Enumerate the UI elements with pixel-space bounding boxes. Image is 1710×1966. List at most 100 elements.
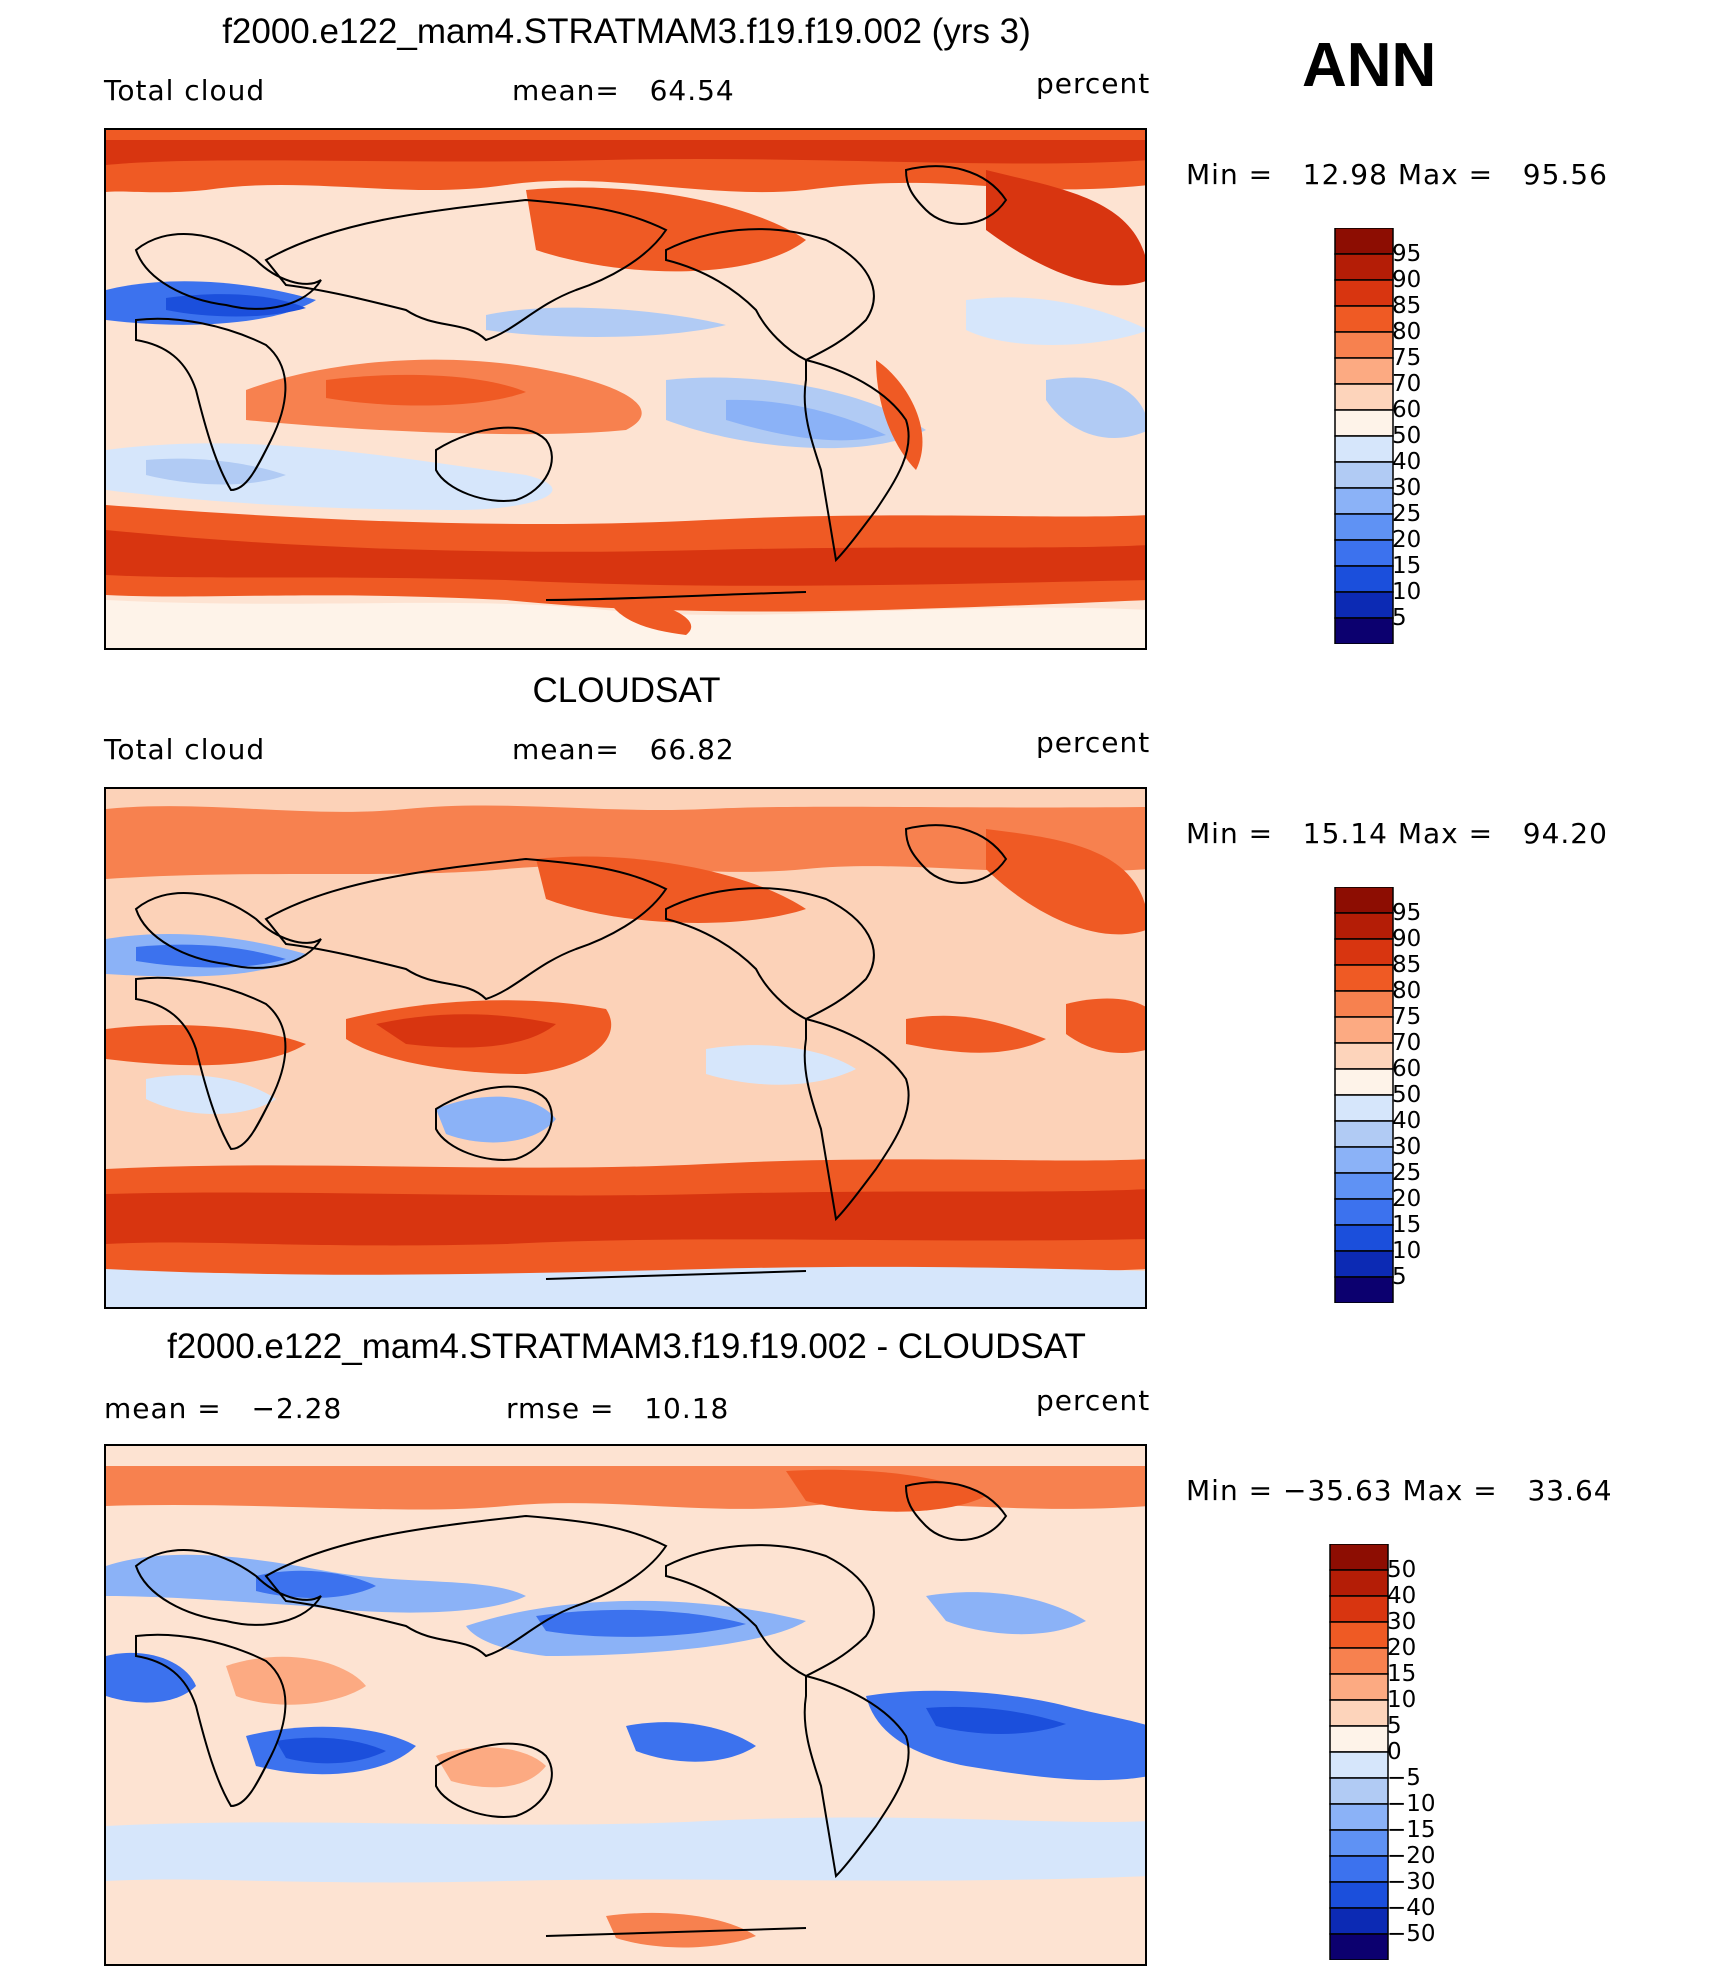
- colorbar-swatch: [1329, 1855, 1389, 1883]
- colorbar-swatch: [1334, 964, 1394, 992]
- colorbar-swatch: [1334, 912, 1394, 940]
- colorbar-tick-label: 5: [1387, 1713, 1402, 1739]
- panel-title: f2000.e122_mam4.STRATMAM3.f19.f19.002 (y…: [222, 12, 1031, 51]
- min-value: 15.14: [1302, 817, 1388, 850]
- season-label: ANN: [1302, 31, 1437, 100]
- panel-title: f2000.e122_mam4.STRATMAM3.f19.f19.002 - …: [167, 1327, 1086, 1366]
- mean-value: −2.28: [251, 1392, 343, 1425]
- colorbar-tick-label: 95: [1392, 241, 1422, 267]
- max-value: 95.56: [1522, 158, 1608, 191]
- colorbar-swatch: [1334, 990, 1394, 1018]
- colorbar-swatch: [1334, 1172, 1394, 1200]
- colorbar-swatch: [1334, 357, 1394, 385]
- colorbar-tick-label: 10: [1392, 579, 1422, 605]
- colorbar-tick-label: 85: [1392, 952, 1422, 978]
- contour-map: [104, 128, 1147, 650]
- colorbar-swatch: [1334, 1016, 1394, 1044]
- colorbar-swatch: [1329, 1829, 1389, 1857]
- map-canvas: [106, 789, 1145, 1307]
- colorbar-tick-label: 40: [1387, 1583, 1417, 1609]
- rmse-value: 10.18: [644, 1392, 730, 1425]
- colorbar-tick-label: 95: [1392, 900, 1422, 926]
- mean-value: 64.54: [649, 74, 735, 107]
- min-value: −35.63: [1282, 1474, 1393, 1507]
- contour-map: [104, 1444, 1147, 1966]
- colorbar-swatch: [1329, 1725, 1389, 1753]
- colorbar-tick-label: −5: [1387, 1765, 1421, 1791]
- colorbar-swatch: [1329, 1595, 1389, 1623]
- colorbar-swatch: [1334, 331, 1394, 359]
- colorbar-swatch: [1329, 1569, 1389, 1597]
- colorbar: [1329, 1544, 1389, 1960]
- colorbar-swatch: [1334, 487, 1394, 515]
- colorbar-swatch: [1329, 1621, 1389, 1649]
- colorbar-swatch: [1334, 383, 1394, 411]
- colorbar-tick-label: 20: [1392, 527, 1422, 553]
- colorbar-tick-label: 15: [1392, 553, 1422, 579]
- colorbar-tick-label: 20: [1387, 1635, 1417, 1661]
- colorbar-tick-label: 90: [1392, 267, 1422, 293]
- map-canvas: [106, 1446, 1145, 1964]
- units-label: percent: [1036, 726, 1151, 759]
- colorbar-tick-label: 75: [1392, 1004, 1422, 1030]
- colorbar-swatch: [1334, 1068, 1394, 1096]
- colorbar-tick-label: 20: [1392, 1186, 1422, 1212]
- colorbar-tick-label: 85: [1392, 293, 1422, 319]
- colorbar-tick-label: 60: [1392, 1056, 1422, 1082]
- min-label: Min = −35.63 Max = 33.64: [1186, 1474, 1613, 1507]
- colorbar-tick-label: −30: [1387, 1869, 1436, 1895]
- colorbar-tick-label: 30: [1392, 475, 1422, 501]
- colorbar-swatch: [1334, 1276, 1394, 1303]
- colorbar-swatch: [1334, 461, 1394, 489]
- colorbar-swatch: [1334, 513, 1394, 541]
- mean-label: mean= 66.82: [512, 733, 735, 766]
- contour-map: [104, 787, 1147, 1309]
- max-value: 94.20: [1522, 817, 1608, 850]
- colorbar-swatch: [1334, 1224, 1394, 1252]
- colorbar-tick-label: 30: [1392, 1134, 1422, 1160]
- colorbar-swatch: [1334, 253, 1394, 281]
- mean-value: 66.82: [649, 733, 735, 766]
- colorbar-swatch: [1329, 1751, 1389, 1779]
- variable-label: Total cloud: [104, 733, 266, 766]
- colorbar: [1334, 228, 1394, 644]
- colorbar-tick-label: 25: [1392, 1160, 1422, 1186]
- max-label: Max =: [1397, 817, 1494, 850]
- colorbar-tick-label: −50: [1387, 1921, 1436, 1947]
- min-label: Min = 12.98 Max = 95.56: [1186, 158, 1608, 191]
- colorbar-tick-label: 70: [1392, 1030, 1422, 1056]
- colorbar-swatch: [1334, 1250, 1394, 1278]
- colorbar-tick-label: 70: [1392, 371, 1422, 397]
- units-label: percent: [1036, 1384, 1151, 1417]
- colorbar-tick-label: 10: [1387, 1687, 1417, 1713]
- colorbar-swatch: [1334, 887, 1394, 914]
- min-label: Min = 15.14 Max = 94.20: [1186, 817, 1608, 850]
- colorbar-tick-label: 15: [1387, 1661, 1417, 1687]
- colorbar-swatch: [1334, 1042, 1394, 1070]
- colorbar-swatch: [1334, 1120, 1394, 1148]
- colorbar-swatch: [1334, 279, 1394, 307]
- colorbar-swatch: [1329, 1933, 1389, 1960]
- colorbar-tick-label: 25: [1392, 501, 1422, 527]
- mean-label: mean = −2.28: [104, 1392, 343, 1425]
- colorbar-swatch: [1329, 1699, 1389, 1727]
- colorbar-swatch: [1329, 1777, 1389, 1805]
- colorbar-tick-label: −20: [1387, 1843, 1436, 1869]
- max-label: Max =: [1397, 158, 1494, 191]
- mean-label: mean= 64.54: [512, 74, 735, 107]
- colorbar-swatch: [1334, 409, 1394, 437]
- colorbar-swatch: [1334, 1094, 1394, 1122]
- colorbar-swatch: [1329, 1907, 1389, 1935]
- colorbar-tick-label: 80: [1392, 319, 1422, 345]
- max-value: 33.64: [1527, 1474, 1613, 1507]
- colorbar-tick-label: 60: [1392, 397, 1422, 423]
- min-value: 12.98: [1302, 158, 1388, 191]
- colorbar-swatch: [1329, 1647, 1389, 1675]
- colorbar-tick-label: 0: [1387, 1739, 1402, 1765]
- colorbar-swatch: [1334, 539, 1394, 567]
- colorbar-tick-label: 15: [1392, 1212, 1422, 1238]
- colorbar-tick-label: 30: [1387, 1609, 1417, 1635]
- colorbar-swatch: [1334, 228, 1394, 255]
- colorbar-swatch: [1329, 1881, 1389, 1909]
- colorbar-swatch: [1334, 1146, 1394, 1174]
